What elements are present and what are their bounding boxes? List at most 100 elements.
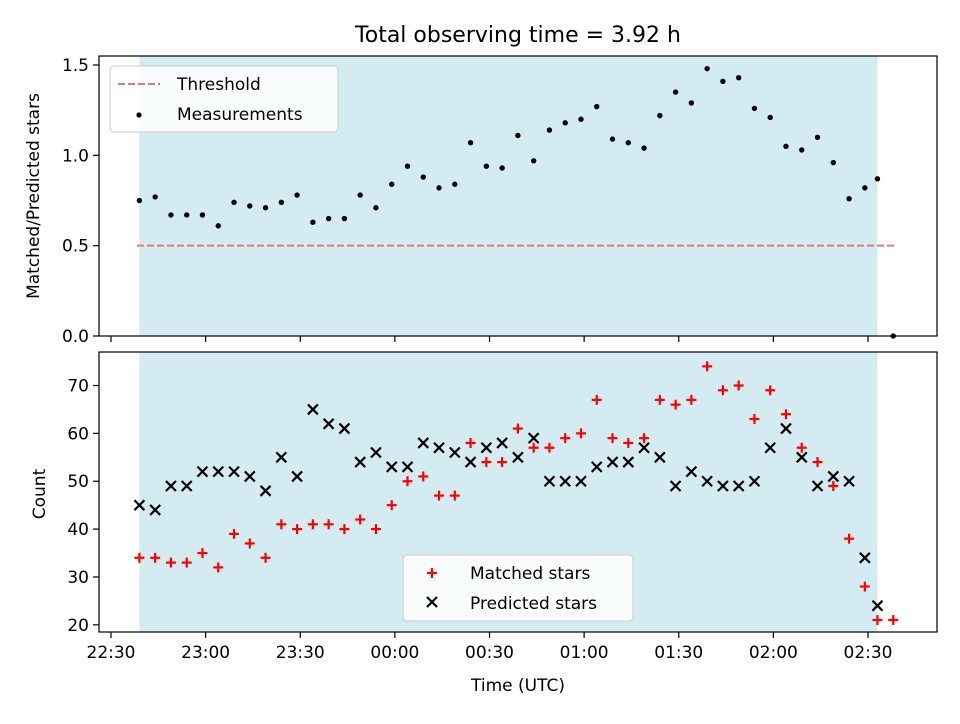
measurement-point [310, 219, 316, 225]
matched-star-point [591, 394, 602, 405]
matched-star-point [355, 514, 366, 525]
matched-star-point [528, 442, 539, 453]
x-tick-label: 02:00 [749, 643, 798, 663]
predicted-star-point [543, 475, 556, 488]
matched-star-point [244, 538, 255, 549]
matched-star-point [418, 471, 429, 482]
measurement-point [452, 181, 458, 187]
predicted-star-point [165, 480, 177, 492]
legend-measurements-swatch [136, 112, 142, 118]
matched-star-point [292, 524, 303, 535]
predicted-star-point [370, 446, 382, 459]
predicted-star-point [638, 441, 650, 454]
predicted-star-point [244, 470, 256, 483]
legend-matched-label: Matched stars [470, 564, 590, 584]
measurement-point [483, 163, 490, 169]
y-tick-label: 70 [67, 377, 89, 397]
measurement-point [467, 140, 474, 146]
matched-star-point [323, 519, 334, 530]
y-tick-label: 1.5 [62, 56, 89, 76]
measurement-point [436, 185, 442, 191]
predicted-star-point [307, 403, 319, 416]
predicted-star-point [669, 480, 682, 492]
matched-star-point [307, 519, 318, 530]
matched-star-point [434, 490, 445, 501]
matched-star-point [639, 433, 650, 444]
matched-star-point [796, 442, 807, 453]
measurement-point [830, 159, 837, 166]
predicted-star-point [480, 441, 493, 454]
measurement-point [420, 174, 426, 180]
measurement-point [657, 112, 663, 119]
predicted-star-point [780, 422, 792, 435]
matched-star-point [575, 428, 586, 439]
matched-star-point [402, 476, 413, 487]
measurement-point [231, 199, 237, 206]
legend-predicted-swatch [426, 596, 438, 608]
predicted-star-point [212, 465, 225, 478]
matched-star-point [165, 557, 176, 568]
measurement-point [294, 192, 300, 198]
measurement-point [720, 78, 726, 84]
y-tick-label: 0.0 [62, 327, 89, 347]
matched-star-point [654, 394, 665, 405]
matched-star-point [276, 519, 287, 530]
matched-star-point [607, 433, 618, 444]
measurement-point [814, 134, 821, 140]
predicted-star-point [291, 470, 303, 483]
predicted-star-point [180, 480, 193, 492]
measurement-point [688, 100, 695, 106]
predicted-star-point [764, 441, 776, 454]
measurement-point [168, 212, 174, 218]
predicted-star-point [196, 465, 209, 478]
measurement-point [515, 132, 521, 139]
matched-star-point [623, 437, 634, 448]
matched-star-point [765, 385, 776, 396]
predicted-star-point [149, 504, 161, 516]
measurement-point [578, 116, 584, 122]
top-y-axis-ticks: 0.0 0.5 1.0 1.5 [62, 56, 99, 347]
predicted-star-point [871, 599, 884, 612]
predicted-star-point [685, 465, 698, 478]
top-axes-frame [98, 55, 938, 337]
measurement-point [278, 199, 285, 206]
matched-star-point [181, 557, 192, 568]
matched-star-point [872, 615, 883, 626]
predicted-star-point [527, 432, 540, 444]
measurement-point [325, 215, 332, 222]
matched-star-point [497, 457, 508, 468]
measurement-point [152, 194, 158, 200]
measurement-point [846, 196, 852, 202]
bottom-axes-frame [98, 351, 938, 633]
matched-star-point [197, 548, 208, 559]
predicted-star-point [748, 475, 761, 488]
matched-star-point [370, 524, 381, 535]
measurement-point [609, 136, 616, 142]
predicted-star-point [464, 456, 477, 468]
measurement-point [262, 205, 269, 211]
measurement-point [751, 105, 758, 112]
predicted-star-point [717, 480, 729, 492]
measurement-point [672, 89, 679, 95]
matched-star-point [229, 528, 240, 539]
matched-star-point [733, 380, 744, 391]
matched-star-point [260, 552, 271, 563]
measurement-point [546, 127, 553, 133]
measurement-point [735, 74, 742, 81]
measurement-point [184, 212, 190, 218]
predicted-star-point [654, 451, 666, 464]
bottom-y-axis-ticks: 20 30 40 50 60 70 [67, 377, 99, 636]
measurement-point [562, 120, 568, 126]
predicted-stars-points [133, 403, 884, 612]
predicted-star-point [338, 422, 351, 435]
measurement-point [389, 181, 395, 187]
bottom-x-axis-ticks: 22:30 23:00 23:30 00:00 00:30 01:00 01:30 02:00… [87, 632, 893, 663]
top-legend-box [109, 65, 339, 133]
legend-predicted-label: Predicted stars [470, 594, 597, 614]
predicted-star-point [401, 461, 414, 473]
matched-star-point [670, 399, 681, 410]
measurement-point [874, 176, 881, 182]
matched-star-point [749, 414, 760, 425]
